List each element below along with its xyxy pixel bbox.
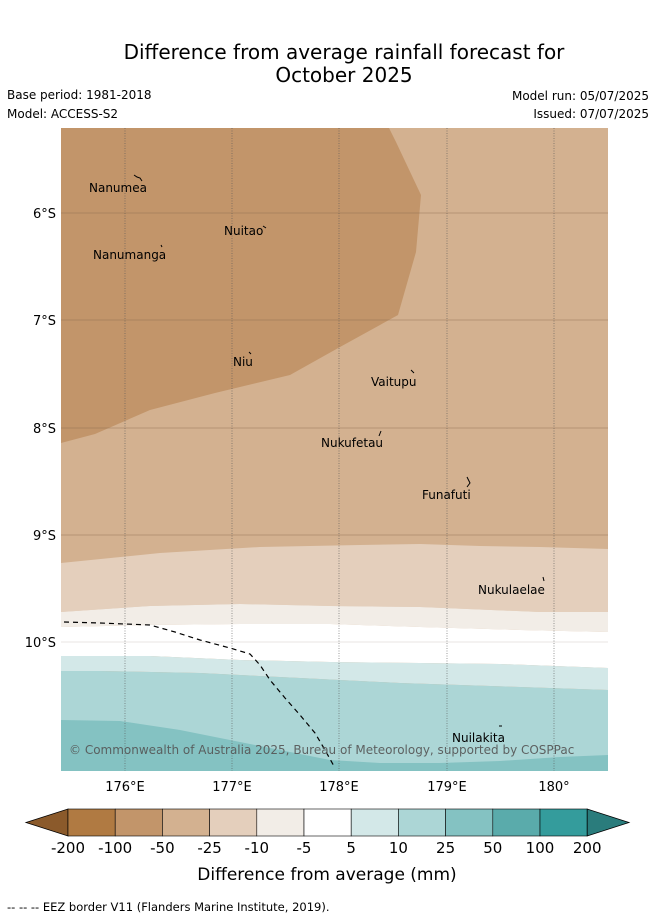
- place-labels: Nanumea Nuitao Nanumanga Niu Vaitupu Nuk…: [89, 181, 545, 745]
- colorbar-title: Difference from average (mm): [197, 865, 456, 885]
- lat-tick-label: 10°S: [25, 636, 56, 651]
- colorbar-segment: [209, 808, 258, 837]
- colorbar-label: 10: [389, 839, 408, 857]
- islands: [133, 174, 545, 727]
- colorbar-segment: [539, 808, 588, 837]
- lon-tick-label: 176°E: [105, 780, 145, 795]
- colorbar-label: -25: [197, 839, 222, 857]
- latitude-gridlines: [61, 212, 608, 643]
- rainfall-map: Nanumea Nuitao Nanumanga Niu Vaitupu Nuk…: [25, 128, 608, 795]
- band-minus-10-to-minus-25: [61, 544, 608, 612]
- colorbar-arrow-low: [24, 808, 69, 837]
- band-5-to-10: [61, 656, 608, 690]
- lat-tick-label: 6°S: [33, 207, 56, 222]
- place-label: Nukulaelae: [478, 583, 545, 597]
- island-nuitao: [262, 225, 267, 229]
- colorbar-segment: [114, 808, 163, 837]
- place-label: Nanumea: [89, 181, 147, 195]
- model-name: Model: ACCESS-S2: [7, 107, 119, 121]
- place-label: Nanumanga: [93, 248, 166, 262]
- island-vaitupu: [410, 369, 415, 374]
- title-line-1: Difference from average rainfall forecas…: [123, 40, 565, 64]
- island-niu: [248, 351, 252, 355]
- colorbar-arrow-high: [586, 808, 631, 837]
- place-label: Funafuti: [422, 488, 471, 502]
- place-label: Nukufetau: [321, 436, 383, 450]
- colorbar-segment: [256, 808, 305, 837]
- island-nanumanga: [160, 244, 163, 248]
- colorbar-labels: -200 -100 -50 -25 -10 -5 5 10 25 50 100 …: [51, 839, 602, 857]
- colorbar-segment: [398, 808, 446, 837]
- colorbar-segment: [67, 808, 116, 837]
- lon-tick-label: 180°: [538, 780, 569, 795]
- model-run: Model run: 05/07/2025: [511, 89, 649, 103]
- colorbar-label: 200: [573, 839, 602, 857]
- place-label: Nuitao: [224, 224, 263, 238]
- colorbar-segment: [303, 808, 352, 837]
- issued-date: Issued: 07/07/2025: [533, 107, 649, 121]
- colorbar-label: 100: [526, 839, 555, 857]
- place-label: Nuilakita: [452, 731, 505, 745]
- eez-border: [63, 621, 336, 769]
- longitude-tick-labels: 176°E 177°E 178°E 179°E 180°: [105, 780, 569, 795]
- place-label: Niu: [233, 355, 253, 369]
- lon-tick-label: 178°E: [319, 780, 359, 795]
- lat-tick-label: 8°S: [33, 422, 56, 437]
- colorbar-label: -10: [245, 839, 270, 857]
- colorbar-segment: [350, 808, 399, 837]
- map-title: Difference from average rainfall forecas…: [0, 41, 655, 87]
- base-period: Base period: 1981-2018: [7, 88, 152, 102]
- eez-legend-note: -- -- -- EEZ border V11 (Flanders Marine…: [7, 900, 330, 914]
- colorbar-segment: [162, 808, 210, 837]
- lon-tick-label: 177°E: [212, 780, 252, 795]
- island-nanumea: [133, 174, 143, 182]
- colorbar-label: -5: [297, 839, 312, 857]
- lat-tick-label: 9°S: [33, 529, 56, 544]
- island-nukufetau: [378, 430, 382, 437]
- colorbar-label: 25: [436, 839, 455, 857]
- colorbar-segments: [24, 808, 631, 837]
- colorbar-segment: [492, 808, 541, 837]
- latitude-tick-labels: 6°S 7°S 8°S 9°S 10°S: [25, 207, 56, 651]
- lon-tick-label: 179°E: [427, 780, 467, 795]
- band-minus-5-to-minus-10: [61, 604, 608, 632]
- band-minus-50-to-minus-100: [61, 128, 421, 443]
- lat-tick-label: 7°S: [33, 314, 56, 329]
- colorbar-label: 50: [483, 839, 502, 857]
- colorbar-label: -50: [150, 839, 175, 857]
- island-nukulaelae: [542, 576, 545, 582]
- colorbar-label: -200: [51, 839, 85, 857]
- title-line-2: October 2025: [275, 63, 413, 87]
- colorbar-segment: [445, 808, 494, 837]
- colorbar-label: 5: [346, 839, 356, 857]
- longitude-gridlines: [124, 128, 555, 771]
- colorbar-label: -100: [98, 839, 132, 857]
- band-minus-5-to-5: [61, 624, 608, 668]
- copyright-notice: © Commonwealth of Australia 2025, Bureau…: [69, 743, 574, 757]
- band-25-to-50: [61, 720, 608, 771]
- island-funafuti: [466, 476, 471, 488]
- place-label: Vaitupu: [371, 375, 417, 389]
